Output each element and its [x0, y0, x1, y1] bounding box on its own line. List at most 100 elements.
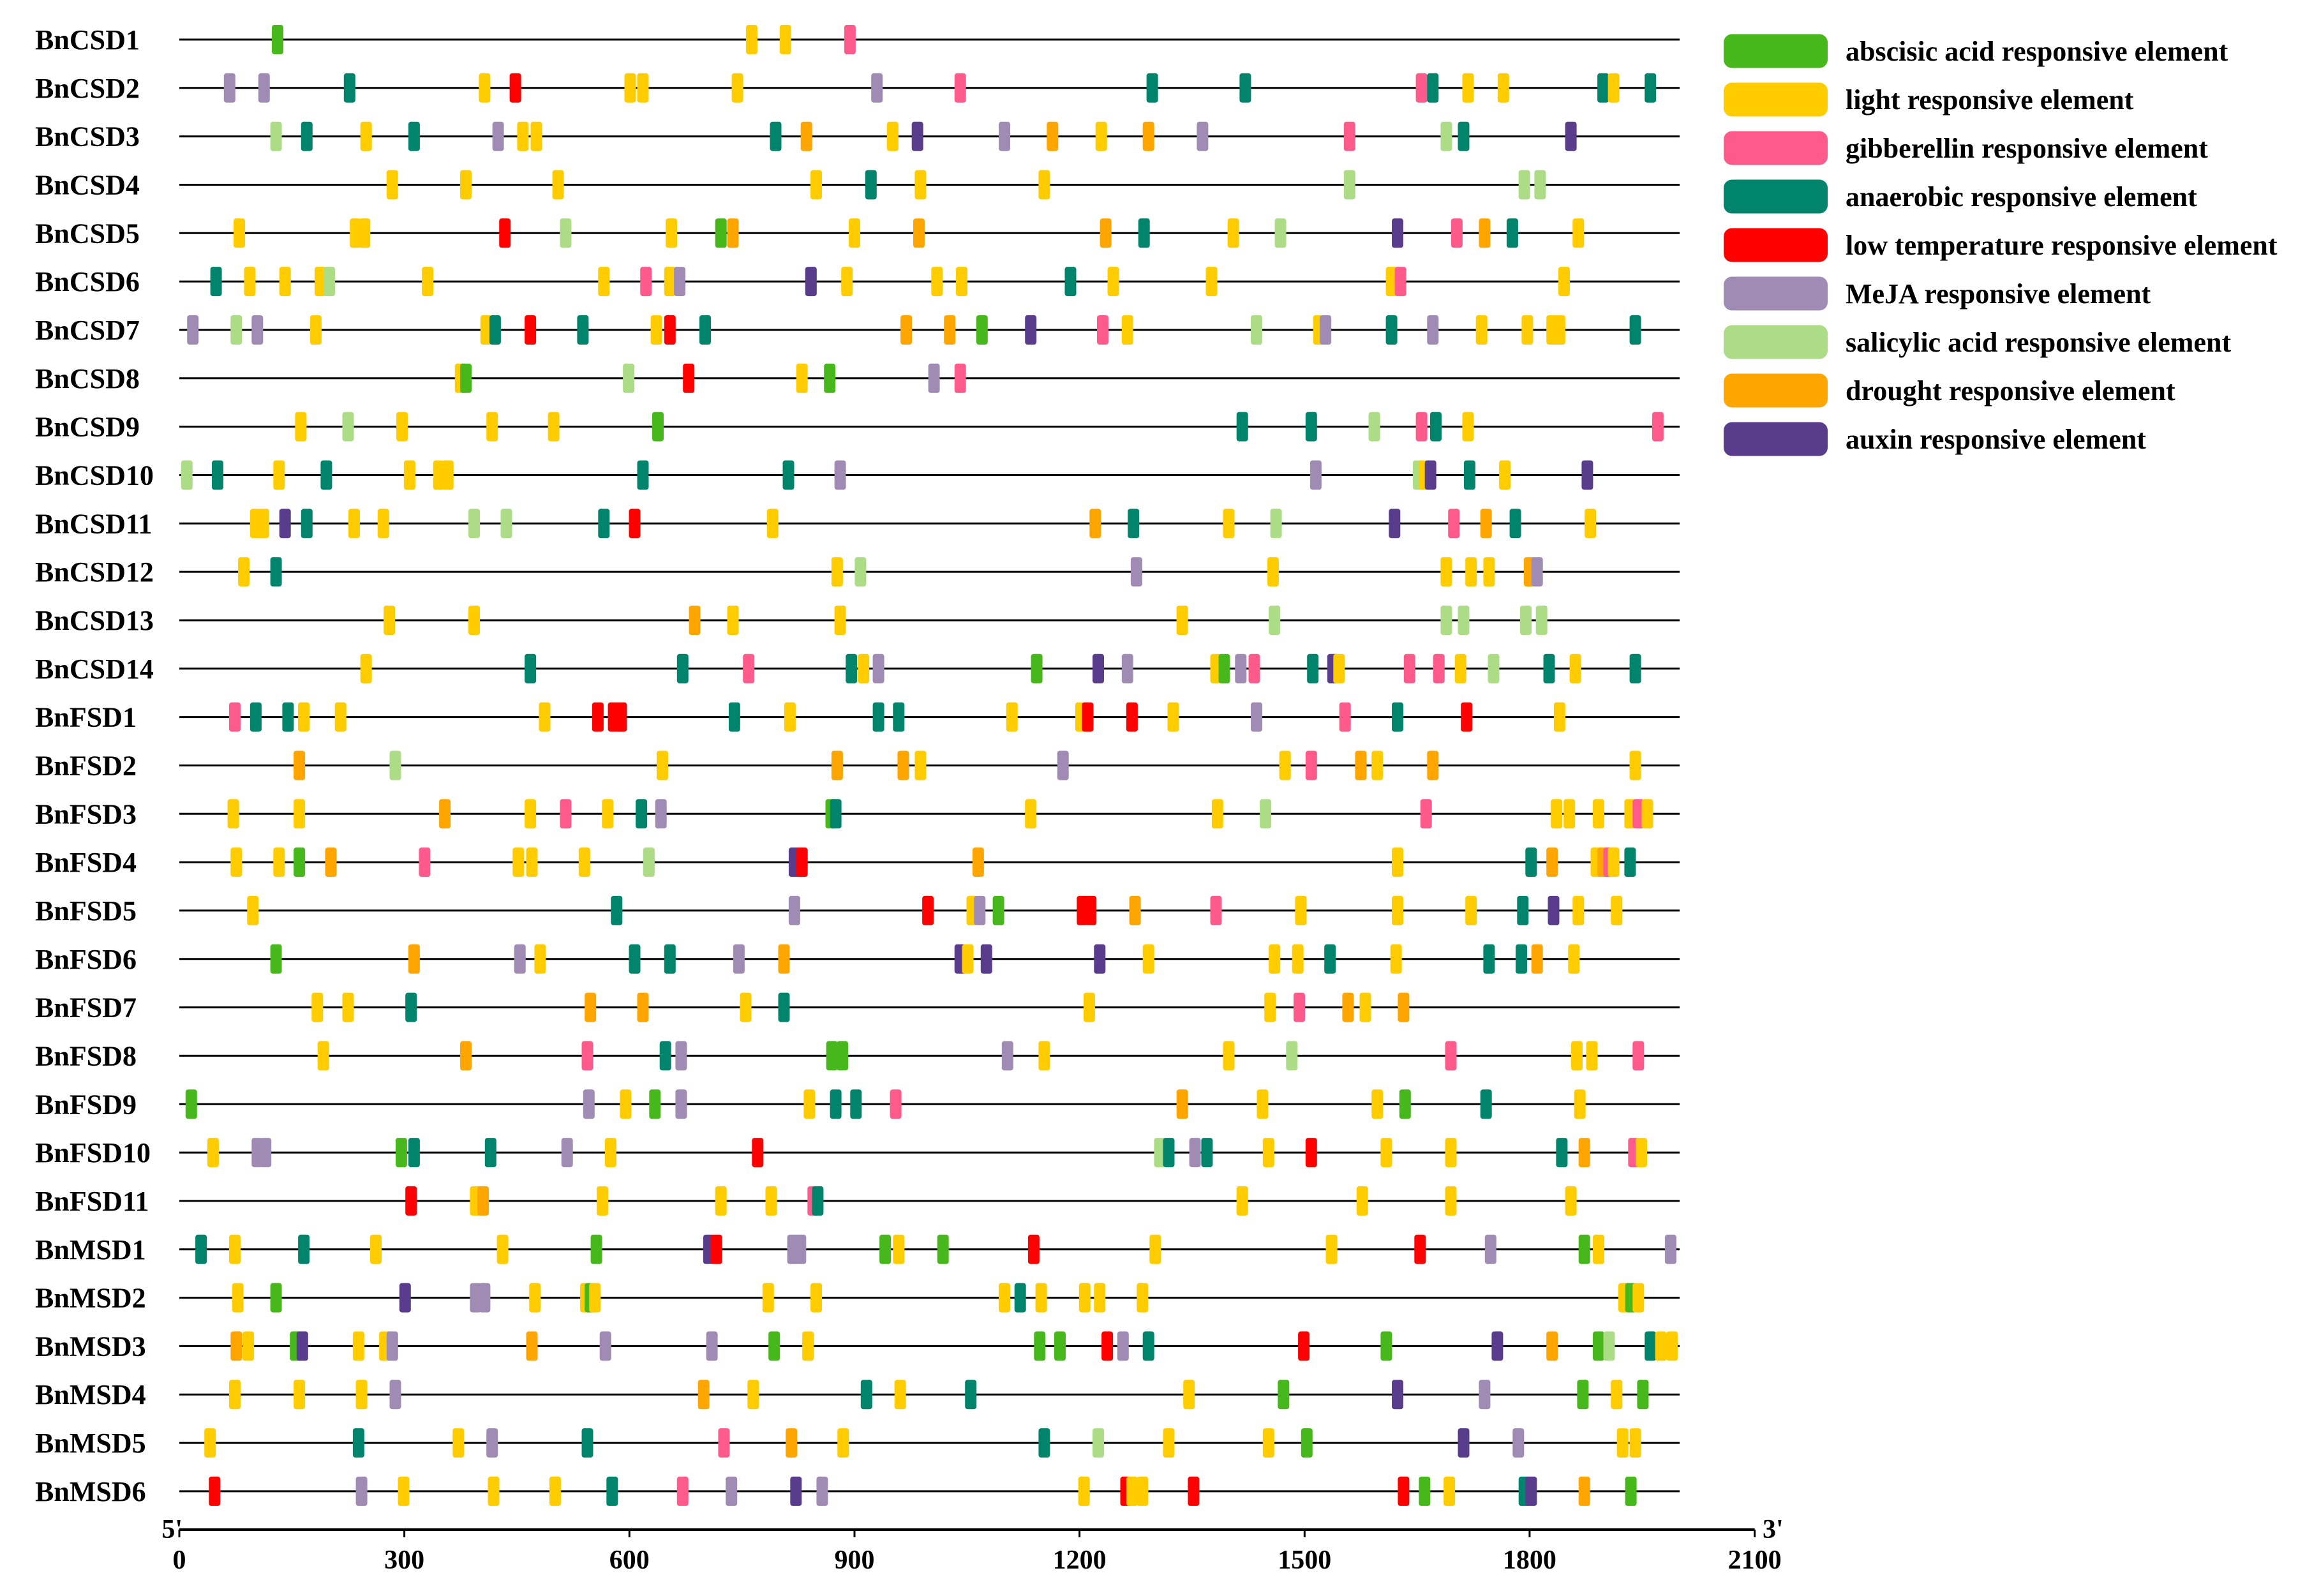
light-responsive-element — [1371, 1089, 1384, 1119]
light-responsive-element — [1611, 1380, 1623, 1410]
light-responsive-element — [914, 750, 927, 780]
low-temperature-responsive-element — [405, 1186, 417, 1216]
light-responsive-element — [460, 170, 472, 200]
light-responsive-element — [433, 460, 445, 490]
light-responsive-element — [834, 606, 846, 635]
gibberellin-responsive-element — [676, 1476, 689, 1506]
light-responsive-element — [1078, 1283, 1091, 1313]
salicylic-acid-responsive-element — [1520, 606, 1532, 635]
gene-label: BnCSD2 — [35, 73, 140, 104]
drought-responsive-element — [913, 218, 925, 248]
light-responsive-element — [1163, 1428, 1175, 1458]
auxin-responsive-element — [1581, 460, 1593, 490]
abscisic-acid-responsive-element — [649, 1089, 661, 1119]
anaerobic-responsive-element — [195, 1234, 207, 1264]
gibberellin-responsive-element — [1451, 218, 1463, 248]
gene-label: BnCSD7 — [35, 315, 140, 346]
anaerobic-responsive-element — [1430, 412, 1442, 442]
light-responsive-element — [1211, 799, 1223, 829]
gene-row: BnMSD1 — [35, 1234, 1680, 1265]
light-responsive-element — [956, 267, 967, 297]
meja-responsive-element — [1117, 1331, 1129, 1361]
meja-responsive-element — [599, 1331, 611, 1361]
low-temperature-responsive-element — [710, 1234, 722, 1264]
anaerobic-responsive-element — [1645, 1331, 1657, 1361]
light-responsive-element — [496, 1234, 509, 1264]
abscisic-acid-responsive-element — [1399, 1089, 1411, 1119]
meja-responsive-element — [1235, 653, 1247, 683]
light-responsive-element — [526, 847, 538, 877]
abscisic-acid-responsive-element — [270, 944, 282, 974]
abscisic-acid-responsive-element — [1218, 653, 1230, 683]
light-responsive-element — [657, 750, 668, 780]
x-tick-label: 1200 — [1053, 1546, 1107, 1575]
light-responsive-element — [310, 315, 322, 345]
drought-responsive-element — [1578, 1138, 1590, 1168]
light-responsive-element — [745, 25, 757, 54]
anaerobic-responsive-element — [1483, 944, 1495, 974]
low-temperature-responsive-element — [1461, 702, 1473, 732]
salicylic-acid-responsive-element — [1343, 170, 1355, 200]
meja-responsive-element — [788, 895, 800, 925]
light-responsive-element — [350, 218, 362, 248]
abscisic-acid-responsive-element — [937, 1234, 949, 1264]
light-responsive-element — [1095, 121, 1107, 151]
light-responsive-element — [1083, 992, 1095, 1022]
abscisic-acid-responsive-element — [1301, 1428, 1313, 1458]
anaerobic-responsive-element — [212, 460, 223, 490]
gibberellin-responsive-element — [1305, 750, 1317, 780]
legend-label: low temperature responsive element — [1846, 230, 2278, 261]
meja-responsive-element — [187, 315, 199, 345]
gene-row: BnCSD10 — [35, 460, 1680, 491]
low-temperature-responsive-element — [629, 509, 641, 539]
anaerobic-responsive-element — [782, 460, 795, 490]
salicylic-acid-responsive-element — [1274, 218, 1287, 248]
light-responsive-element — [1385, 267, 1398, 297]
light-responsive-element — [1264, 992, 1276, 1022]
meja-responsive-element — [795, 1234, 807, 1264]
gene-label: BnMSD3 — [35, 1331, 146, 1362]
abscisic-acid-responsive-element — [1419, 1476, 1431, 1506]
salicylic-acid-responsive-element — [389, 750, 401, 780]
light-responsive-element — [1445, 1186, 1457, 1216]
light-responsive-element — [1497, 73, 1509, 103]
abscisic-acid-responsive-element — [1578, 1234, 1590, 1264]
drought-responsive-element — [1355, 750, 1367, 780]
gibberellin-responsive-element — [1445, 1041, 1457, 1071]
gibberellin-responsive-element — [718, 1428, 730, 1458]
light-responsive-element — [931, 267, 943, 297]
low-temperature-responsive-element — [499, 218, 511, 248]
light-responsive-element — [1025, 799, 1037, 829]
meja-responsive-element — [974, 895, 986, 925]
anaerobic-responsive-element — [408, 1138, 420, 1168]
light-responsive-element — [650, 315, 662, 345]
drought-responsive-element — [1176, 1089, 1188, 1119]
meja-responsive-element — [675, 1041, 687, 1071]
light-responsive-element — [666, 218, 678, 248]
light-responsive-element — [370, 1234, 382, 1264]
gene-row: BnCSD6 — [35, 266, 1680, 297]
x-tick-label: 1500 — [1278, 1546, 1331, 1575]
anaerobic-responsive-element — [1629, 653, 1641, 683]
legend-label: salicylic acid responsive element — [1846, 327, 2231, 358]
gene-row: BnFSD9 — [35, 1089, 1680, 1120]
light-responsive-element — [468, 606, 480, 635]
drought-responsive-element — [1546, 847, 1558, 877]
gibberellin-responsive-element — [1343, 121, 1355, 151]
low-temperature-responsive-element — [1298, 1331, 1310, 1361]
anaerobic-responsive-element — [1163, 1138, 1175, 1168]
light-responsive-element — [1142, 944, 1154, 974]
meja-responsive-element — [674, 267, 686, 297]
anaerobic-responsive-element — [1543, 653, 1555, 683]
gibberellin-responsive-element — [1403, 653, 1415, 683]
gene-label: BnMSD4 — [35, 1379, 146, 1410]
light-responsive-element — [294, 1380, 306, 1410]
light-responsive-element — [229, 1380, 241, 1410]
gene-row: BnCSD3 — [35, 121, 1680, 153]
light-responsive-element — [664, 267, 676, 297]
drought-responsive-element — [585, 992, 597, 1022]
drought-responsive-element — [1142, 121, 1154, 151]
gibberellin-responsive-element — [1248, 653, 1260, 683]
salicylic-acid-responsive-element — [1488, 653, 1500, 683]
light-responsive-element — [1641, 799, 1653, 829]
